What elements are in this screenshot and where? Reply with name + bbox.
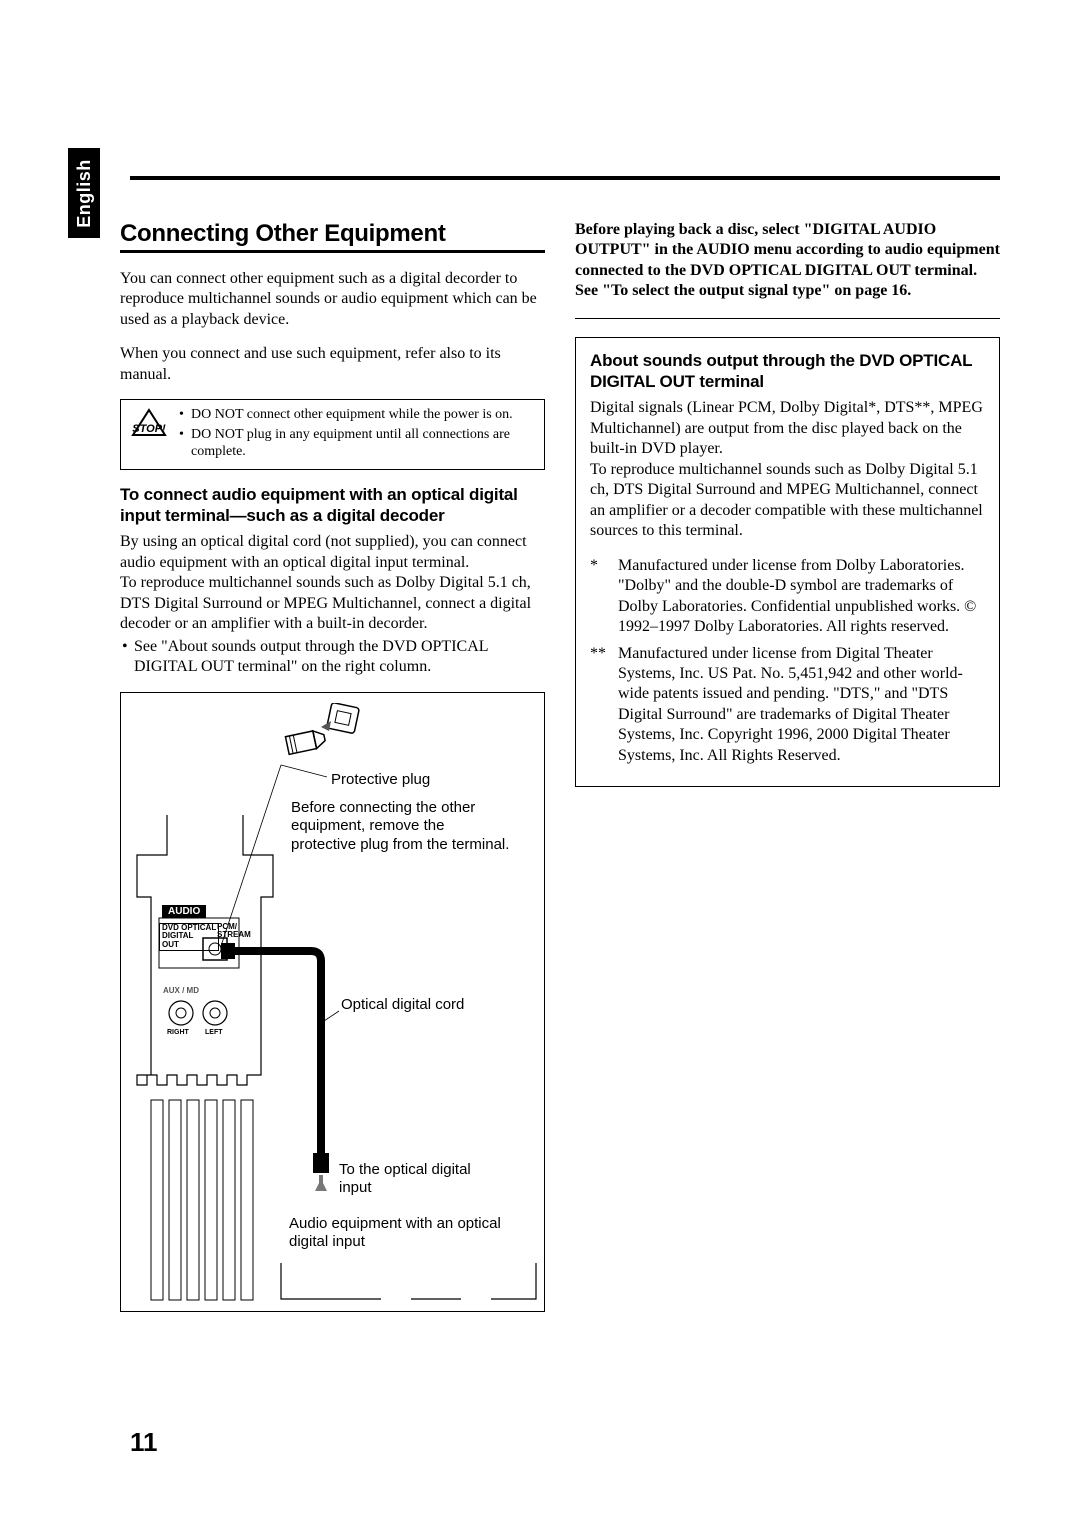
language-tab: English [68, 148, 100, 238]
intro-paragraph-2: When you connect and use such equipment,… [120, 344, 545, 385]
footnote-item: ** Manufactured under license from Digit… [590, 644, 985, 767]
diagram-label-optical-cord: Optical digital cord [341, 996, 491, 1015]
footnote-marker: ** [590, 644, 606, 664]
left-column: Connecting Other Equipment You can conne… [120, 220, 545, 1312]
sub-paragraph-1: By using an optical digital cord (not su… [120, 532, 545, 573]
sub-paragraph-2: To reproduce multichannel sounds such as… [120, 573, 545, 634]
about-p2: To reproduce multichannel sounds such as… [590, 460, 985, 542]
heading-rule [120, 250, 545, 253]
stop-item: DO NOT connect other equipment while the… [179, 406, 536, 424]
stop-icon: STOP! [129, 406, 169, 463]
intro-paragraph-1: You can connect other equipment such as … [120, 269, 545, 330]
about-p1: Digital signals (Linear PCM, Dolby Digit… [590, 398, 985, 459]
see-item: See "About sounds output through the DVD… [120, 637, 545, 678]
right-column: Before playing back a disc, select "DIGI… [575, 220, 1000, 1312]
right-divider [575, 318, 1000, 319]
see-list: See "About sounds output through the DVD… [120, 637, 545, 678]
footnote-marker: * [590, 556, 598, 576]
footnote-text: Manufactured under license from Dolby La… [618, 557, 976, 635]
footnote-list: * Manufactured under license from Dolby … [590, 556, 985, 767]
footnote-text: Manufactured under license from Digital … [618, 645, 963, 764]
stop-list: DO NOT connect other equipment while the… [179, 406, 536, 463]
content-columns: Connecting Other Equipment You can conne… [120, 220, 1000, 1312]
subsection-heading: To connect audio equipment with an optic… [120, 484, 545, 527]
right-intro-bold: Before playing back a disc, select "DIGI… [575, 220, 1000, 302]
connection-diagram: Protective plug Before connecting the ot… [120, 692, 545, 1312]
svg-text:STOP!: STOP! [132, 423, 166, 435]
page-number: 11 [130, 1427, 158, 1458]
diagram-label-to-input: To the optical digital input [339, 1161, 489, 1199]
top-rule [130, 176, 1000, 180]
section-heading: Connecting Other Equipment [120, 220, 545, 248]
diagram-label-equipment: Audio equipment with an optical digital … [289, 1215, 509, 1253]
about-heading: About sounds output through the DVD OPTI… [590, 350, 985, 393]
about-box: About sounds output through the DVD OPTI… [575, 337, 1000, 787]
language-label: English [74, 159, 95, 228]
stop-item: DO NOT plug in any equipment until all c… [179, 426, 536, 461]
footnote-item: * Manufactured under license from Dolby … [590, 556, 985, 638]
stop-warning-box: STOP! DO NOT connect other equipment whi… [120, 399, 545, 470]
